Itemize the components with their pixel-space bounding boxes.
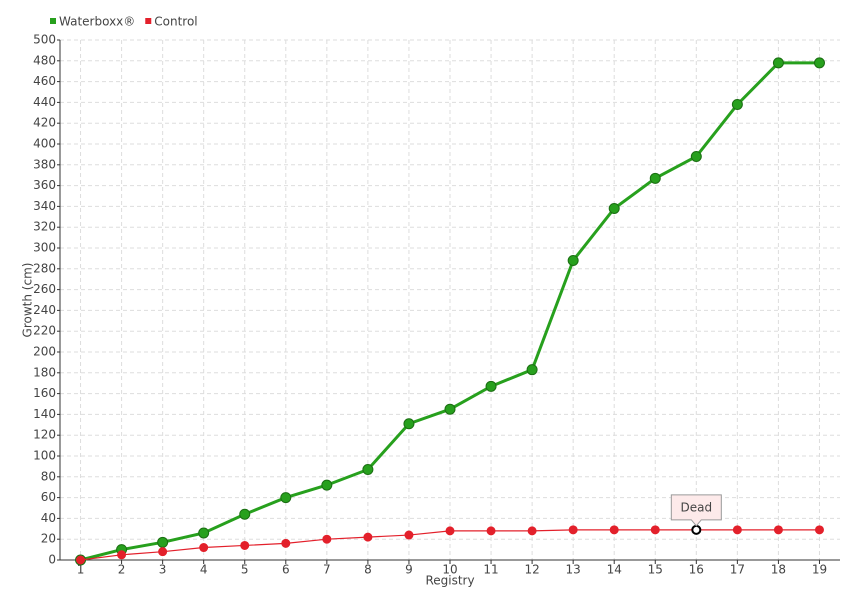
data-point bbox=[239, 508, 251, 520]
x-tick-label: 6 bbox=[282, 563, 290, 577]
data-point bbox=[773, 525, 783, 535]
data-point bbox=[76, 555, 86, 565]
y-tick-label: 380 bbox=[33, 157, 56, 171]
data-point bbox=[732, 525, 742, 535]
y-tick-label: 480 bbox=[33, 53, 56, 67]
data-point bbox=[486, 526, 496, 536]
x-tick-label: 7 bbox=[323, 563, 331, 577]
y-tick-label: 500 bbox=[33, 33, 56, 47]
data-point bbox=[403, 418, 415, 430]
legend-label: Control bbox=[154, 15, 197, 29]
x-tick-label: 15 bbox=[648, 563, 663, 577]
y-tick-label: 180 bbox=[33, 365, 56, 379]
y-tick-label: 280 bbox=[33, 261, 56, 275]
y-tick-label: 140 bbox=[33, 407, 56, 421]
data-point bbox=[690, 150, 702, 162]
data-point bbox=[772, 57, 784, 69]
x-tick-label: 16 bbox=[689, 563, 704, 577]
data-point bbox=[444, 403, 456, 415]
y-tick-label: 240 bbox=[33, 303, 56, 317]
data-point bbox=[731, 98, 743, 110]
data-point bbox=[485, 380, 497, 392]
x-tick-label: 1 bbox=[77, 563, 85, 577]
x-tick-label: 14 bbox=[607, 563, 622, 577]
y-tick-label: 80 bbox=[41, 469, 56, 483]
data-point bbox=[198, 527, 210, 539]
data-point bbox=[527, 526, 537, 536]
y-tick-label: 320 bbox=[33, 220, 56, 234]
data-point bbox=[649, 172, 661, 184]
y-tick-label: 120 bbox=[33, 428, 56, 442]
data-point bbox=[280, 492, 292, 504]
data-point bbox=[281, 538, 291, 548]
data-point bbox=[813, 57, 825, 69]
data-point bbox=[814, 525, 824, 535]
data-point bbox=[157, 536, 169, 548]
y-tick-label: 160 bbox=[33, 386, 56, 400]
legend-label: Waterboxx® bbox=[59, 15, 135, 29]
x-tick-label: 11 bbox=[483, 563, 498, 577]
x-tick-label: 17 bbox=[730, 563, 745, 577]
y-tick-label: 360 bbox=[33, 178, 56, 192]
data-point bbox=[609, 525, 619, 535]
data-point bbox=[568, 525, 578, 535]
data-point bbox=[567, 254, 579, 266]
legend-swatch bbox=[145, 18, 152, 24]
data-point bbox=[526, 364, 538, 376]
y-tick-label: 260 bbox=[33, 282, 56, 296]
x-tick-label: 8 bbox=[364, 563, 372, 577]
x-axis-label: Registry bbox=[425, 574, 474, 588]
data-point bbox=[404, 530, 414, 540]
x-tick-label: 3 bbox=[159, 563, 167, 577]
data-point bbox=[321, 479, 333, 491]
data-point bbox=[650, 525, 660, 535]
y-tick-label: 20 bbox=[41, 532, 56, 546]
data-point bbox=[117, 550, 127, 560]
data-point bbox=[240, 540, 250, 550]
data-point bbox=[362, 464, 374, 476]
data-point bbox=[158, 547, 168, 557]
y-tick-label: 300 bbox=[33, 241, 56, 255]
y-tick-label: 100 bbox=[33, 449, 56, 463]
data-point bbox=[691, 524, 702, 535]
x-tick-label: 19 bbox=[812, 563, 827, 577]
x-tick-label: 5 bbox=[241, 563, 249, 577]
series-line bbox=[80, 61, 820, 562]
legend-swatch bbox=[50, 18, 56, 24]
y-tick-label: 0 bbox=[48, 553, 56, 567]
x-tick-label: 2 bbox=[118, 563, 126, 577]
x-tick-label: 12 bbox=[524, 563, 539, 577]
y-tick-label: 340 bbox=[33, 199, 56, 213]
annotation-text: Dead bbox=[681, 500, 713, 514]
x-tick-label: 13 bbox=[566, 563, 581, 577]
y-tick-label: 200 bbox=[33, 345, 56, 359]
x-tick-label: 10 bbox=[442, 563, 457, 577]
y-tick-label: 420 bbox=[33, 116, 56, 130]
y-axis-label: Growth (cm) bbox=[21, 263, 35, 338]
y-tick-label: 220 bbox=[33, 324, 56, 338]
y-tick-label: 460 bbox=[33, 74, 56, 88]
data-point bbox=[363, 532, 373, 542]
data-point bbox=[445, 526, 455, 536]
data-point bbox=[322, 534, 332, 544]
x-tick-label: 18 bbox=[771, 563, 786, 577]
y-tick-label: 400 bbox=[33, 137, 56, 151]
annotation-box bbox=[670, 494, 722, 527]
data-point bbox=[199, 543, 209, 553]
y-tick-label: 440 bbox=[33, 95, 56, 109]
x-tick-label: 4 bbox=[200, 563, 208, 577]
x-tick-label: 9 bbox=[405, 563, 413, 577]
y-tick-label: 60 bbox=[41, 490, 56, 504]
y-tick-label: 40 bbox=[41, 511, 56, 525]
data-point bbox=[608, 202, 620, 214]
